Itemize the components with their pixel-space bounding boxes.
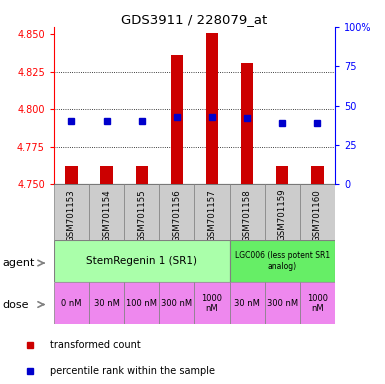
Bar [276, 166, 288, 184]
Text: transformed count: transformed count [50, 340, 141, 350]
Bar [159, 282, 194, 324]
Bar [206, 33, 218, 184]
Text: GSM701157: GSM701157 [208, 189, 216, 242]
Bar [229, 282, 265, 324]
Bar [89, 184, 124, 240]
Bar [241, 63, 253, 184]
Bar [194, 282, 229, 324]
Text: 1000
nM: 1000 nM [307, 294, 328, 313]
Text: percentile rank within the sample: percentile rank within the sample [50, 366, 216, 376]
Bar [54, 184, 89, 240]
Text: 30 nM: 30 nM [234, 299, 260, 308]
Bar [54, 282, 89, 324]
Text: GSM701153: GSM701153 [67, 189, 76, 242]
Bar [54, 240, 229, 282]
Text: 100 nM: 100 nM [126, 299, 157, 308]
Bar [136, 166, 148, 184]
Title: GDS3911 / 228079_at: GDS3911 / 228079_at [121, 13, 268, 26]
Text: GSM701155: GSM701155 [137, 189, 146, 242]
Bar [229, 240, 335, 282]
Text: 300 nM: 300 nM [161, 299, 192, 308]
Bar [264, 282, 300, 324]
Text: LGC006 (less potent SR1
analog): LGC006 (less potent SR1 analog) [235, 252, 330, 271]
Text: 1000
nM: 1000 nM [201, 294, 223, 313]
Text: StemRegenin 1 (SR1): StemRegenin 1 (SR1) [86, 256, 197, 266]
Bar [159, 184, 194, 240]
Text: GSM701154: GSM701154 [102, 189, 111, 242]
Text: agent: agent [2, 258, 34, 268]
Bar [300, 184, 335, 240]
Bar [89, 282, 124, 324]
Bar [65, 166, 78, 184]
Bar [300, 282, 335, 324]
Bar [194, 184, 229, 240]
Bar [229, 184, 265, 240]
Bar [264, 184, 300, 240]
Text: GSM701156: GSM701156 [172, 189, 181, 242]
Bar [100, 166, 113, 184]
Text: GSM701158: GSM701158 [243, 189, 252, 242]
Text: dose: dose [2, 300, 28, 310]
Bar [171, 55, 183, 184]
Bar [311, 166, 323, 184]
Text: GSM701159: GSM701159 [278, 189, 287, 242]
Text: GSM701160: GSM701160 [313, 189, 322, 242]
Bar [124, 282, 159, 324]
Text: 0 nM: 0 nM [61, 299, 82, 308]
Bar [124, 184, 159, 240]
Text: 30 nM: 30 nM [94, 299, 119, 308]
Text: 300 nM: 300 nM [267, 299, 298, 308]
